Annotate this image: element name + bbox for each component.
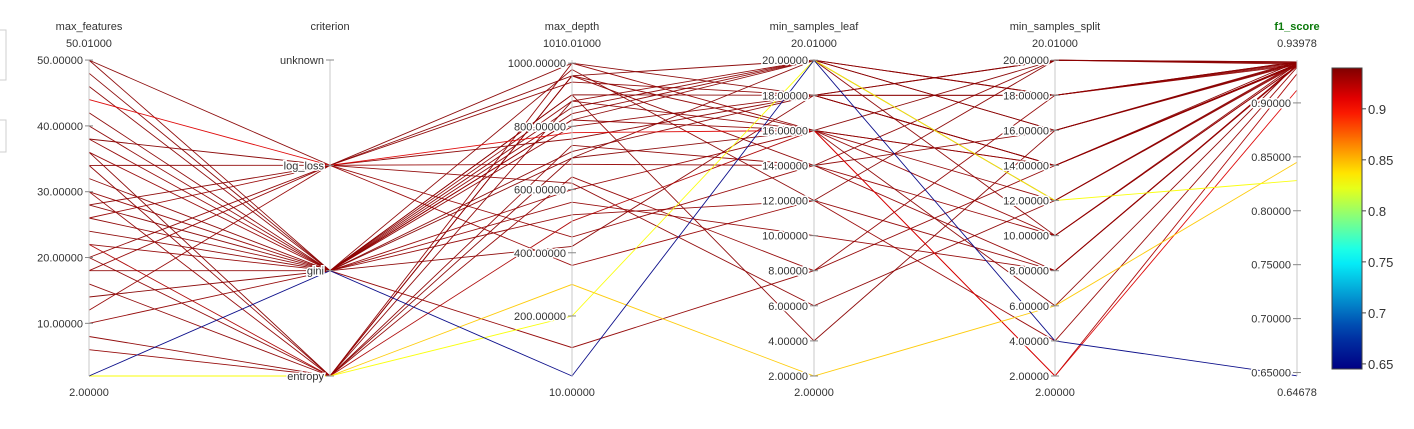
trial-line: [88, 67, 1298, 342]
trial-line: [88, 59, 1298, 166]
category-label: log_loss: [284, 160, 325, 172]
axis-range-min: 2.00000: [1035, 387, 1075, 399]
tick-label: 12.00000: [1003, 196, 1049, 208]
axis-range-max: 1010.01000: [543, 38, 601, 50]
edge-bracket: [0, 29, 7, 81]
axis-min-samples-split[interactable]: min_samples_split 20.01000 2.00000 2.00000 4…: [1002, 21, 1101, 399]
colorbar-tick-label: 0.75: [1368, 255, 1393, 270]
colorbar-tick-label: 0.9: [1368, 102, 1386, 117]
axis-range-min: 2.00000: [69, 387, 109, 399]
trial-line: [88, 73, 1298, 377]
tick-label: 14.00000: [1003, 160, 1049, 172]
tick-label: 30.00000: [37, 187, 83, 199]
trial-line: [88, 59, 1298, 377]
tick-label: 16.00000: [762, 125, 808, 137]
tick-label: 14.00000: [762, 160, 808, 172]
axis-max-depth[interactable]: max_depth 1010.01000 10.00000 200.00000 400.…: [506, 21, 601, 399]
axes: max_features 50.01000 2.00000 10.00000 20.00…: [0, 21, 1320, 399]
axis-f1-score[interactable]: f1_score 0.93978 0.64678 0.65000 0.70000 0.75…: [1250, 21, 1320, 399]
trial-line: [88, 64, 1298, 272]
trial-lines: [88, 59, 1298, 377]
tick-label: 10.00000: [1003, 231, 1049, 243]
tick-label: 0.90000: [1251, 98, 1291, 110]
tick-label: 6.00000: [1009, 301, 1049, 313]
tick-label: 1000.00000: [508, 58, 566, 70]
tick-label: 20.00000: [1003, 55, 1049, 67]
trial-line: [88, 89, 1298, 377]
trial-line: [88, 64, 1298, 349]
trial-line: [88, 65, 1298, 311]
tick-label: 8.00000: [768, 266, 808, 278]
tick-label: 20.00000: [762, 55, 808, 67]
axis-range-max: 20.01000: [1032, 38, 1078, 50]
colorbar-tick-label: 0.65: [1368, 357, 1393, 372]
axis-criterion[interactable]: criterion entropy gini log_loss unknown: [278, 21, 350, 385]
tick-label: 0.80000: [1251, 206, 1291, 218]
category-label: gini: [307, 266, 324, 278]
axis-range-max: 20.01000: [791, 38, 837, 50]
tick-label: 50.00000: [37, 55, 83, 67]
trial-line: [88, 63, 1298, 307]
axis-title[interactable]: max_features: [56, 21, 123, 33]
trial-line: [88, 64, 1298, 272]
tick-label: 10.00000: [37, 318, 83, 330]
axis-min-samples-leaf[interactable]: min_samples_leaf 20.01000 2.00000 2.00000 4.…: [761, 21, 860, 399]
trial-line: [88, 64, 1298, 324]
axis-title[interactable]: criterion: [310, 21, 349, 33]
tick-label: 10.00000: [762, 231, 808, 243]
colorbar: 0.65 0.7 0.75 0.8 0.85 0.9: [1331, 67, 1393, 372]
axis-range-min: 0.64678: [1277, 387, 1317, 399]
trial-line: [89, 59, 1298, 377]
colorbar-tick-label: 0.85: [1368, 153, 1393, 168]
tick-label: 40.00000: [37, 121, 83, 133]
colorbar-tick-label: 0.8: [1368, 204, 1386, 219]
edge-bracket: [0, 119, 7, 153]
axis-max-features[interactable]: max_features 50.01000 2.00000 10.00000 20.00…: [36, 21, 123, 399]
trial-line: [89, 161, 1298, 377]
axis-title[interactable]: min_samples_leaf: [770, 21, 860, 33]
axis-title[interactable]: f1_score: [1274, 21, 1319, 33]
tick-label: 0.85000: [1251, 152, 1291, 164]
tick-label: 2.00000: [768, 371, 808, 383]
trial-line: [88, 59, 1298, 377]
axis-range-min: 10.00000: [549, 387, 595, 399]
trial-line: [88, 62, 1298, 342]
category-label: unknown: [280, 55, 324, 67]
axis-title[interactable]: min_samples_split: [1010, 21, 1100, 33]
tick-label: 16.00000: [1003, 125, 1049, 137]
tick-label: 0.65000: [1251, 368, 1291, 380]
tick-label: 4.00000: [768, 336, 808, 348]
tick-label: 600.00000: [514, 185, 566, 197]
trial-line: [88, 62, 1298, 206]
tick-label: 800.00000: [514, 121, 566, 133]
axis-range-max: 0.93978: [1277, 38, 1317, 50]
tick-label: 2.00000: [1009, 371, 1049, 383]
tick-label: 18.00000: [1003, 90, 1049, 102]
colorbar-gradient: [1331, 67, 1363, 370]
tick-label: 0.70000: [1251, 314, 1291, 326]
colorbar-tick-label: 0.7: [1368, 306, 1386, 321]
tick-label: 6.00000: [768, 301, 808, 313]
tick-label: 200.00000: [514, 311, 566, 323]
category-label: entropy: [287, 371, 324, 383]
axis-title[interactable]: max_depth: [545, 21, 599, 33]
tick-label: 400.00000: [514, 248, 566, 260]
trial-line: [88, 63, 1298, 377]
axis-range-max: 50.01000: [66, 38, 112, 50]
tick-label: 12.00000: [762, 196, 808, 208]
tick-label: 18.00000: [762, 90, 808, 102]
axis-range-min: 2.00000: [794, 387, 834, 399]
trial-line: [88, 65, 1298, 272]
tick-label: 0.75000: [1251, 260, 1291, 272]
tick-label: 8.00000: [1009, 266, 1049, 278]
tick-label: 4.00000: [1009, 336, 1049, 348]
trial-line: [88, 64, 1298, 377]
tick-label: 20.00000: [37, 253, 83, 265]
